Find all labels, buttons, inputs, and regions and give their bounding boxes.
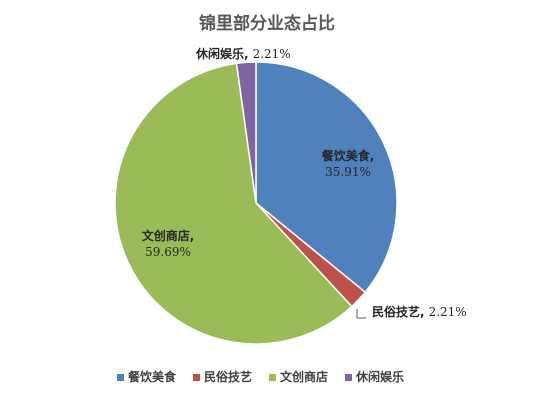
legend: 餐饮美食 民俗技艺 文创商店 休闲娱乐 <box>117 369 404 384</box>
legend-item-3: 文创商店 <box>269 369 328 384</box>
pie-slice-3 <box>114 62 353 345</box>
legend-item-1: 餐饮美食 <box>117 369 177 384</box>
data-labels: 餐饮美食, 35.91% 民俗技艺, 2.21% 文创商店, 59.69% 休闲娱乐, 2.2… <box>142 46 467 319</box>
leader-lines <box>356 309 366 319</box>
legend-swatch-1 <box>117 374 124 381</box>
legend-label-3: 文创商店 <box>280 369 328 384</box>
data-label-1: 餐饮美食, 35.91% <box>322 148 375 179</box>
legend-swatch-3 <box>269 374 276 381</box>
legend-label-1: 餐饮美食 <box>128 369 177 384</box>
legend-swatch-4 <box>345 374 352 381</box>
leader-line-2 <box>356 309 366 319</box>
chart-title: 锦里部分业态占比 <box>199 13 335 34</box>
pie-slices <box>114 61 398 345</box>
legend-item-4: 休闲娱乐 <box>345 369 404 384</box>
pie-slice-4 <box>235 61 257 204</box>
legend-item-2: 民俗技艺 <box>193 369 252 384</box>
legend-label-4: 休闲娱乐 <box>355 369 404 384</box>
legend-label-2: 民俗技艺 <box>204 369 252 384</box>
legend-swatch-2 <box>193 374 200 381</box>
data-label-3: 文创商店, 59.69% <box>142 228 195 259</box>
data-label-2: 民俗技艺, 2.21% <box>372 304 467 319</box>
pie-slice-1 <box>255 61 398 294</box>
data-label-4: 休闲娱乐, 2.21% <box>195 46 291 61</box>
